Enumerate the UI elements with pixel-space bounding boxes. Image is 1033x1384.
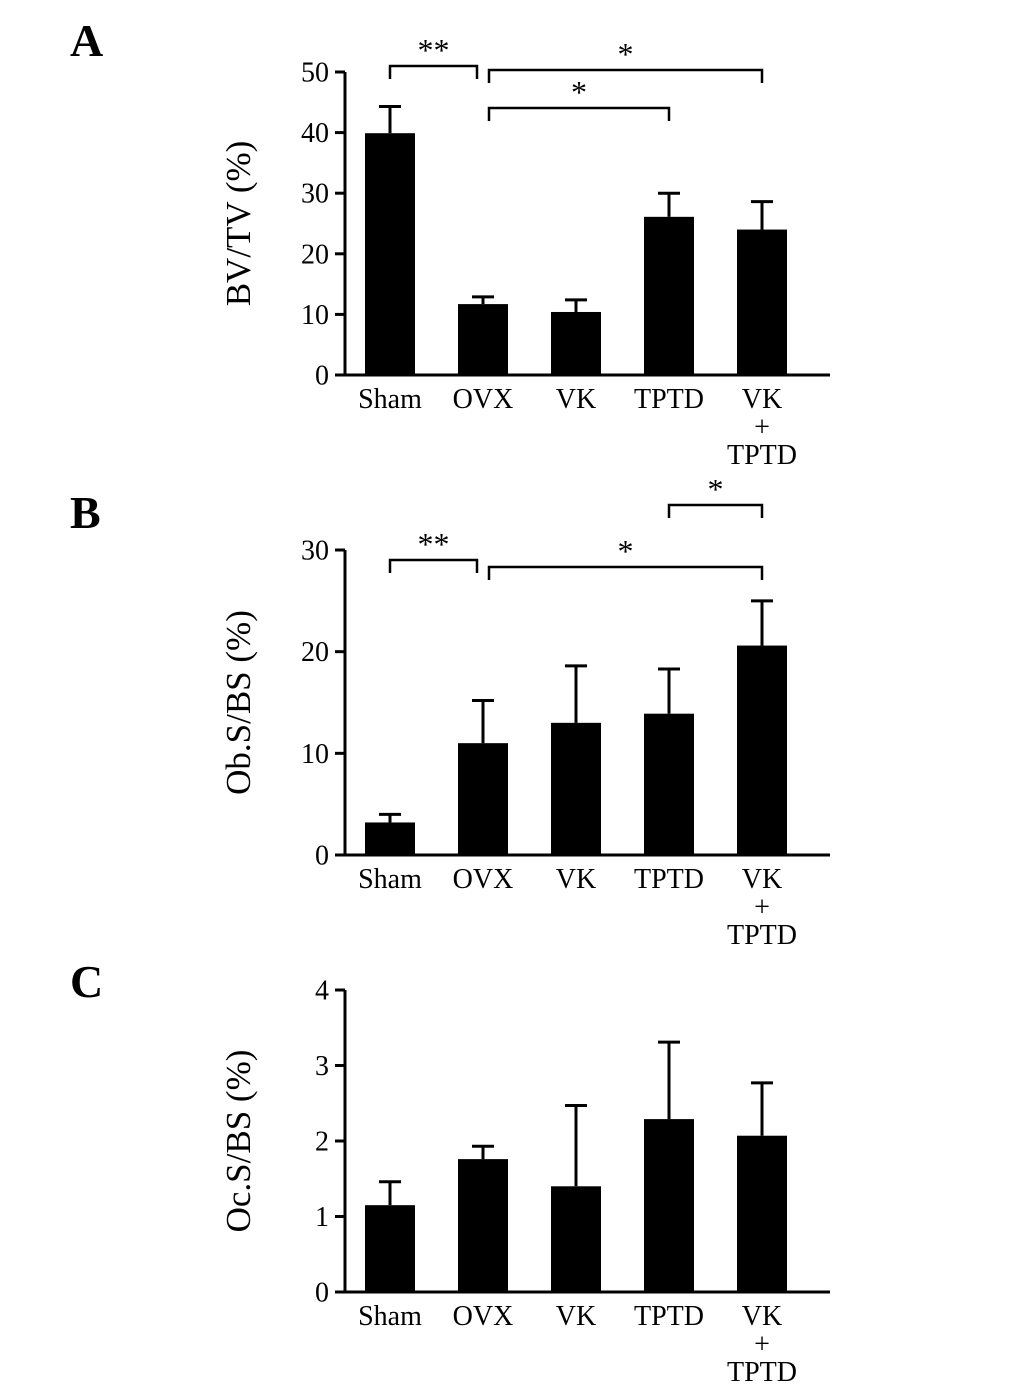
panel-a: A 0 10 20 30 40 50 BV/TV (%) Sham OVX VK TPTD VK + TP… bbox=[0, 0, 1033, 480]
y-tick-label: 3 bbox=[315, 1051, 329, 1082]
category-label: Sham bbox=[358, 864, 422, 895]
bar-Sham bbox=[365, 133, 415, 375]
category-label: OVX bbox=[453, 864, 514, 895]
bar-OVX bbox=[458, 743, 508, 855]
category-label: VK bbox=[556, 384, 596, 415]
category-label: Sham bbox=[358, 384, 422, 415]
y-tick-label: 0 bbox=[315, 841, 329, 872]
significance-label: ** bbox=[418, 526, 450, 562]
panel-c-letter: C bbox=[70, 956, 104, 1007]
bar-Sham bbox=[365, 1205, 415, 1292]
significance-bracket bbox=[388, 64, 479, 79]
y-tick-label: 30 bbox=[301, 536, 329, 567]
bar-OVX bbox=[458, 304, 508, 375]
y-tick-label: 10 bbox=[301, 739, 329, 770]
bar-Sham bbox=[365, 822, 415, 855]
bar-TPTD bbox=[644, 216, 694, 375]
significance-label: * bbox=[618, 36, 634, 72]
y-tick-label: 40 bbox=[301, 118, 329, 149]
bar-TPTD bbox=[644, 1119, 694, 1292]
bar-VK bbox=[551, 722, 601, 855]
category-label: TPTD bbox=[634, 864, 704, 895]
y-tick-label: 20 bbox=[301, 239, 329, 270]
significance-label: ** bbox=[418, 32, 450, 68]
panel-b: B 0 10 20 30 Ob.S/BS (%) Sham OVX VK TPTD VK + TPTD… bbox=[0, 480, 1033, 955]
significance-label: * bbox=[571, 74, 587, 110]
y-axis-label: BV/TV (%) bbox=[219, 141, 258, 307]
bar-VK bbox=[551, 311, 601, 375]
panel-a-letter: A bbox=[70, 15, 104, 66]
significance-bracket bbox=[487, 68, 764, 83]
significance-bracket bbox=[388, 558, 479, 573]
panel-c: C 0 1 2 3 4 Oc.S/BS (%) Sham OVX VK TPTD VK + TPTD bbox=[0, 955, 1033, 1384]
significance-bracket bbox=[667, 503, 764, 518]
significance-bracket bbox=[487, 106, 671, 121]
category-label: VK bbox=[556, 1301, 596, 1332]
bar-VK+TPTD bbox=[737, 1135, 787, 1292]
panel-b-letter: B bbox=[70, 487, 101, 538]
significance-bracket bbox=[487, 565, 764, 580]
category-label: OVX bbox=[453, 1301, 514, 1332]
y-axis-label: Oc.S/BS (%) bbox=[219, 1050, 258, 1233]
y-tick-label: 0 bbox=[315, 361, 329, 392]
category-label: VK bbox=[556, 864, 596, 895]
bar-OVX bbox=[458, 1159, 508, 1292]
y-tick-label: 50 bbox=[301, 58, 329, 89]
bar-VK bbox=[551, 1186, 601, 1292]
category-label: VK + TPTD bbox=[727, 864, 797, 951]
y-tick-label: 2 bbox=[315, 1127, 329, 1158]
category-label: Sham bbox=[358, 1301, 422, 1332]
category-label: VK + TPTD bbox=[727, 1301, 797, 1384]
y-tick-label: 20 bbox=[301, 637, 329, 668]
bar-VK+TPTD bbox=[737, 645, 787, 855]
significance-label: * bbox=[618, 533, 634, 569]
y-tick-label: 4 bbox=[315, 976, 329, 1007]
category-label: TPTD bbox=[634, 384, 704, 415]
bar-TPTD bbox=[644, 713, 694, 855]
category-label: TPTD bbox=[634, 1301, 704, 1332]
y-tick-label: 10 bbox=[301, 300, 329, 331]
bar-VK+TPTD bbox=[737, 229, 787, 375]
panel-a-chart: 0 10 20 30 40 50 BV/TV (%) Sham OVX VK TPTD VK + TPTD… bbox=[219, 32, 830, 471]
y-tick-label: 1 bbox=[315, 1202, 329, 1233]
y-tick-label: 30 bbox=[301, 179, 329, 210]
significance-label: * bbox=[708, 480, 724, 507]
category-label: VK + TPTD bbox=[727, 384, 797, 471]
category-label: OVX bbox=[453, 384, 514, 415]
y-axis-label: Ob.S/BS (%) bbox=[219, 610, 258, 795]
panel-c-chart: 0 1 2 3 4 Oc.S/BS (%) Sham OVX VK TPTD VK + TPTD bbox=[219, 976, 830, 1384]
y-tick-label: 0 bbox=[315, 1278, 329, 1309]
